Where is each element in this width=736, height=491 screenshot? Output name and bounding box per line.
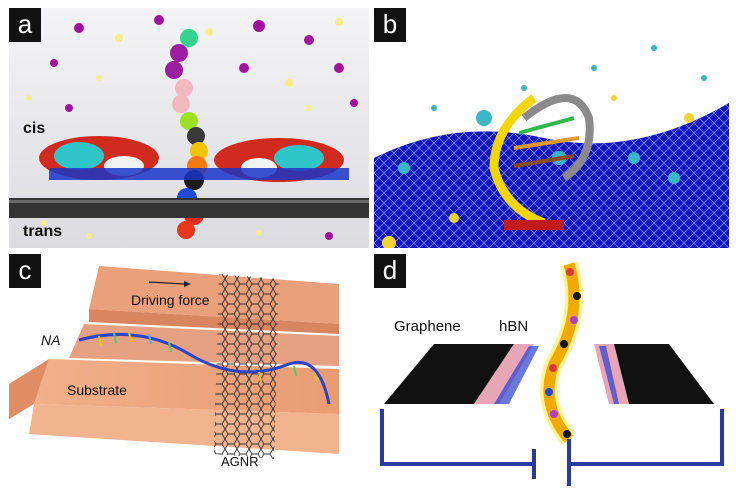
right-membrane-d — [594, 344, 714, 404]
panel-c: c Driving force NA Substrate AGNR — [9, 254, 369, 486]
agnr-ribbon — [214, 274, 279, 459]
circuit-wires — [380, 409, 724, 486]
trans-label: trans — [23, 223, 63, 240]
panel-label-c: c — [9, 254, 41, 288]
panel-label-d: d — [374, 254, 406, 288]
dna-helix-b — [489, 94, 594, 230]
ions-a — [26, 15, 358, 240]
graphene-label: Graphene — [394, 318, 461, 335]
panel-d: d Graphene hBN — [374, 254, 729, 486]
driving-force-arrow — [148, 281, 185, 285]
panel-b: b — [374, 8, 729, 248]
panel-d-illustration — [380, 261, 724, 486]
panel-c-illustration — [9, 266, 339, 459]
cis-label: cis — [23, 120, 46, 137]
driving-force-label: Driving force — [131, 292, 210, 308]
dna-strand-d — [540, 261, 583, 445]
dna-strand-a — [165, 29, 208, 239]
nucleic-acid-strand — [78, 332, 331, 405]
panel-a-illustration — [9, 15, 369, 240]
panel-label-a: a — [9, 8, 41, 42]
left-membrane-d — [384, 344, 539, 404]
na-label: NA — [41, 332, 61, 348]
substrate-label: Substrate — [67, 382, 127, 398]
ions-b — [382, 45, 707, 248]
nucleotide-ticks — [98, 331, 318, 383]
panel-b-illustration — [374, 45, 729, 248]
agnr-label: AGNR — [221, 454, 259, 469]
membrane-left-a — [39, 136, 349, 182]
hbn-label: hBN — [499, 318, 529, 335]
panel-a: a cis trans — [9, 8, 369, 248]
panel-label-b: b — [374, 8, 406, 42]
